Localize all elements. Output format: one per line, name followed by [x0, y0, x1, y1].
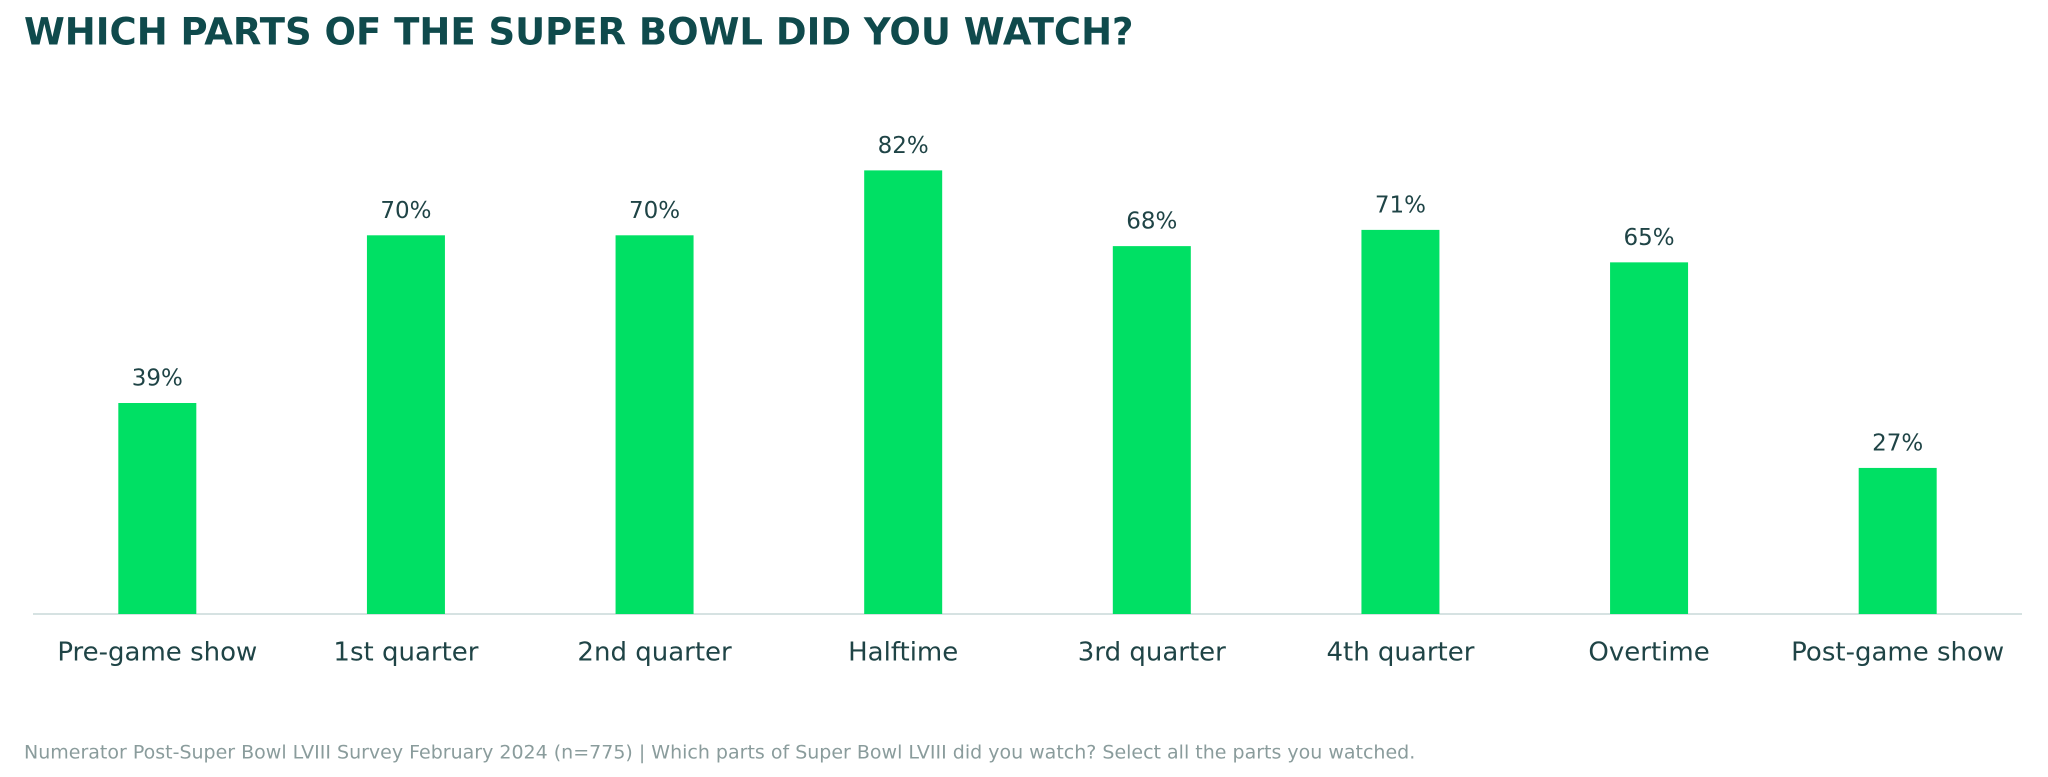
data-label: 68%	[1126, 209, 1177, 235]
x-tick-label: Halftime	[848, 638, 958, 668]
data-label: 27%	[1872, 430, 1923, 456]
x-tick-label: 4th quarter	[1326, 638, 1474, 668]
footnote: Numerator Post-Super Bowl LVIII Survey F…	[24, 742, 1415, 764]
x-tick-label: Overtime	[1588, 638, 1709, 668]
data-label: 70%	[629, 198, 680, 224]
data-label: 39%	[132, 366, 183, 392]
bar	[1858, 467, 1937, 614]
x-tick-label: 2nd quarter	[577, 638, 732, 668]
data-label: 70%	[380, 198, 431, 224]
bar	[615, 235, 694, 615]
data-label: 71%	[1375, 192, 1426, 218]
chart-title: WHICH PARTS OF THE SUPER BOWL DID YOU WA…	[24, 11, 1134, 54]
x-tick-label: 3rd quarter	[1078, 638, 1226, 668]
x-tick-label: Pre-game show	[57, 638, 257, 668]
bar	[1361, 229, 1440, 614]
bar	[118, 403, 197, 614]
bar	[1610, 262, 1689, 614]
x-tick-label: Post-game show	[1791, 638, 2004, 668]
bar	[864, 170, 943, 614]
data-label: 65%	[1624, 225, 1675, 251]
x-tick-label: 1st quarter	[333, 638, 478, 668]
bar	[366, 235, 445, 615]
bar	[1112, 246, 1191, 614]
data-label: 82%	[878, 133, 929, 159]
